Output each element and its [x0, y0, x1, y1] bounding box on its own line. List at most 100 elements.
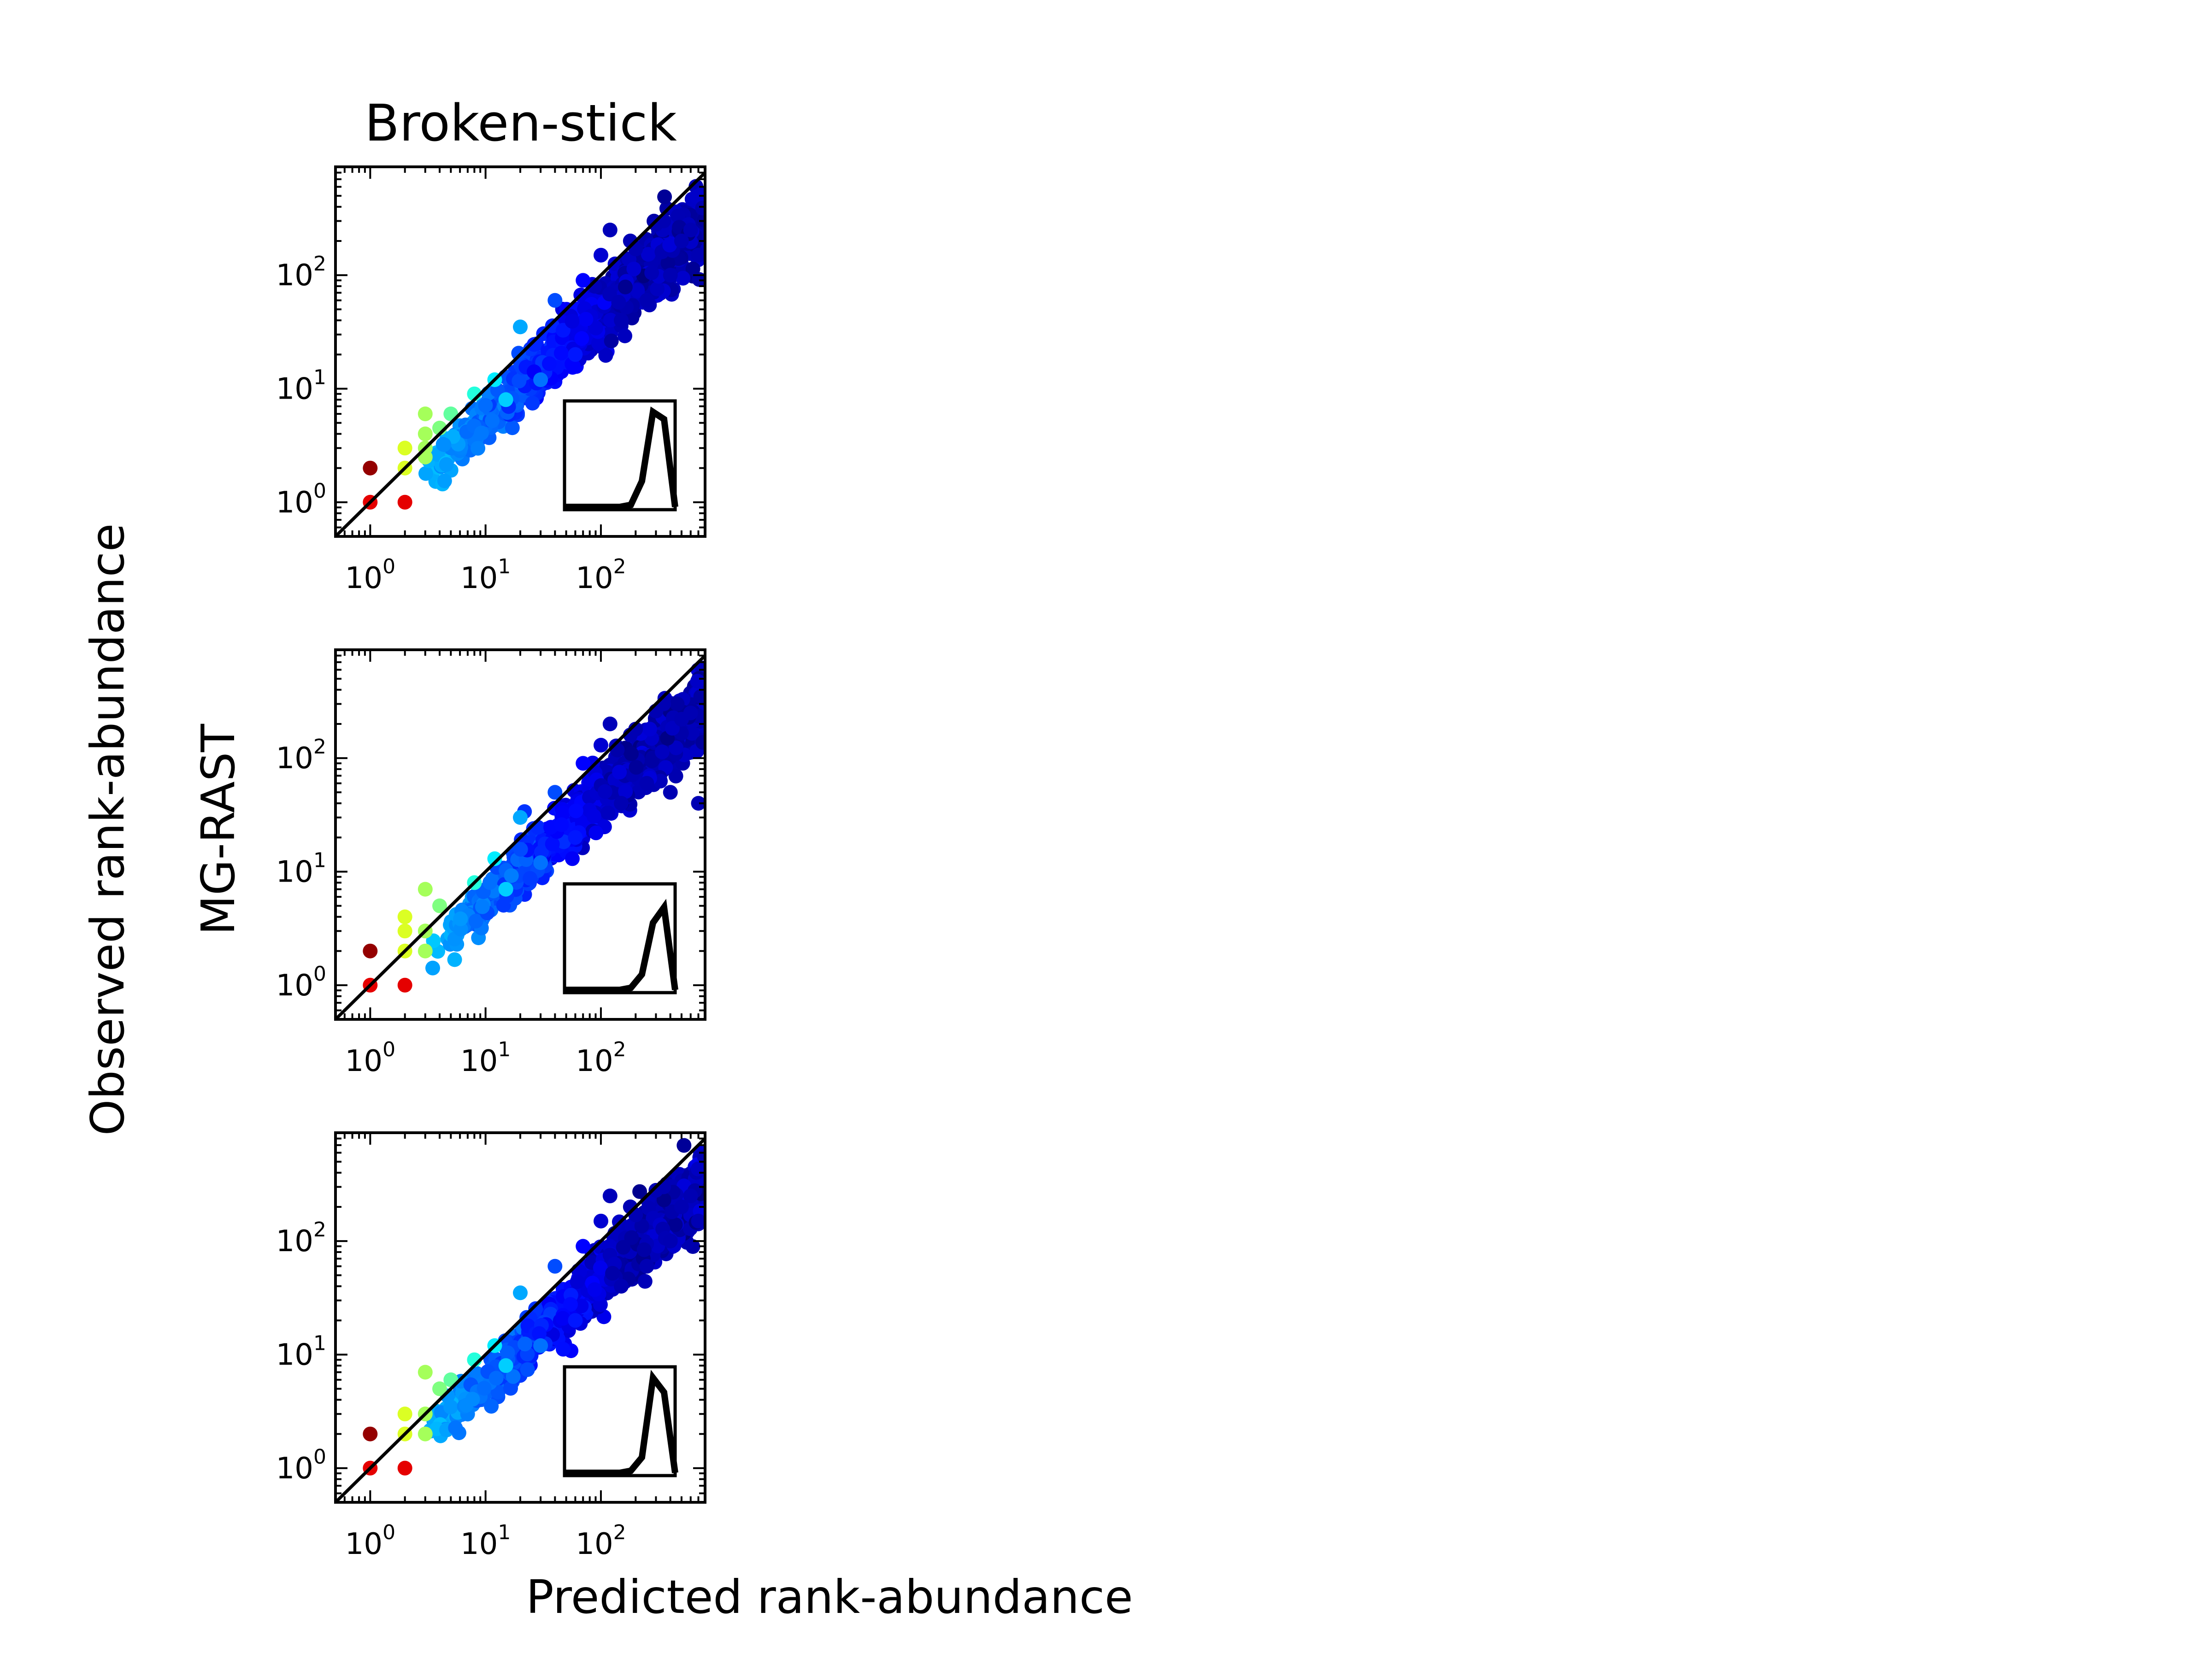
scatter-point — [591, 335, 606, 351]
scatter-point — [545, 836, 560, 852]
scatter-point — [436, 437, 452, 452]
scatter-panel-2: 100 101 102 100 101 102 — [276, 648, 706, 1078]
scatter-point — [439, 457, 454, 472]
scatter-point — [397, 1460, 412, 1476]
scatter-point — [397, 494, 412, 510]
scatter-point — [691, 247, 705, 263]
scatter-point — [676, 271, 691, 286]
scatter-point — [604, 333, 619, 348]
scatter-point — [662, 237, 677, 253]
scatter-point — [512, 373, 527, 388]
scatter-point — [618, 328, 632, 343]
scatter-point — [632, 1184, 647, 1199]
scatter-point — [587, 279, 602, 294]
scatter-point — [553, 346, 569, 361]
scatter-point — [547, 1259, 563, 1274]
scatter-point — [630, 283, 645, 299]
scatter-point — [503, 1381, 518, 1396]
scatter-point — [616, 1240, 631, 1255]
scatter-point — [533, 372, 548, 387]
scatter-point — [614, 1279, 629, 1294]
scatter-point — [397, 924, 412, 939]
scatter-point — [518, 1336, 532, 1352]
scatter-point — [588, 825, 604, 841]
scatter-point — [542, 356, 557, 371]
scatter-point — [511, 346, 526, 361]
scatter-point — [478, 398, 493, 413]
reference-line — [335, 170, 705, 536]
scatter-point — [418, 466, 433, 481]
scatter-point — [498, 392, 513, 407]
scatter-point — [598, 348, 613, 363]
scatter-point — [418, 406, 433, 422]
scatter-point — [594, 1213, 608, 1229]
scatter-point — [568, 1313, 583, 1328]
x-tick-label: 102 — [576, 555, 626, 595]
scatter-point — [644, 265, 659, 280]
inset-line — [565, 899, 678, 993]
scatter-point — [513, 842, 528, 857]
reference-line — [335, 653, 705, 1019]
scatter-panel-3: 100 101 102 100 101 102 — [276, 1131, 706, 1561]
scatter-point — [533, 855, 548, 870]
scatter-point — [578, 312, 594, 327]
scatter-point — [418, 943, 433, 959]
figure-title: Broken-stick — [365, 94, 677, 153]
scatter-point — [656, 1179, 671, 1194]
scatter-point — [636, 1242, 652, 1257]
scatter-point — [504, 868, 519, 883]
scatter-point — [500, 1345, 515, 1360]
axis-ticks — [335, 166, 706, 537]
y-tick-label: 101 — [276, 848, 326, 889]
y-tick-label: 100 — [276, 479, 326, 520]
scatter-point — [639, 1259, 654, 1274]
scatter-point — [477, 1381, 492, 1396]
scatter-point — [475, 899, 490, 914]
scatter-point — [448, 1420, 463, 1435]
scatter-point — [665, 721, 680, 736]
axis-ticks — [335, 649, 706, 1020]
scatter-point — [556, 1341, 571, 1357]
scatter-point — [498, 882, 513, 897]
scatter-point — [432, 898, 447, 913]
scatter-point — [618, 279, 633, 294]
scatter-point — [555, 323, 571, 338]
scatter-point — [418, 1365, 433, 1380]
scatter-point — [656, 696, 671, 712]
x-tick-label: 101 — [460, 555, 511, 595]
scatter-point — [689, 189, 705, 204]
scatter-point — [684, 726, 700, 741]
scatter-point — [693, 689, 705, 704]
x-tick-label: 100 — [345, 1521, 395, 1561]
scatter-point — [506, 1369, 521, 1384]
scatter-point — [363, 943, 378, 959]
scatter-point — [525, 395, 540, 411]
scatter-point — [683, 1188, 698, 1204]
x-tick-label: 102 — [576, 1038, 626, 1078]
scatter-point — [594, 247, 608, 263]
y-axis-label: Observed rank-abundance — [81, 524, 135, 1136]
scatter-point — [637, 1274, 653, 1289]
y-tick-label: 102 — [276, 1218, 326, 1259]
scatter-point — [418, 1426, 433, 1441]
x-tick-label: 101 — [460, 1521, 511, 1561]
scatter-point — [471, 441, 486, 456]
plot-area — [335, 653, 705, 1019]
scatter-point — [568, 803, 583, 818]
plot-area — [335, 1136, 705, 1502]
scatter-point — [437, 473, 452, 488]
scatter-point — [418, 882, 433, 897]
scatter-point — [397, 909, 412, 924]
scatter-point — [523, 871, 538, 886]
scatter-point — [650, 281, 665, 296]
scatter-point — [690, 674, 705, 689]
plot-area — [335, 170, 705, 536]
scatter-point — [397, 977, 412, 993]
scatter-point — [513, 810, 528, 825]
scatter-point — [397, 441, 412, 456]
scatter-point — [634, 1218, 649, 1234]
scatter-panel-1: 100 101 102 100 101 102 — [276, 165, 706, 595]
scatter-point — [626, 261, 641, 276]
